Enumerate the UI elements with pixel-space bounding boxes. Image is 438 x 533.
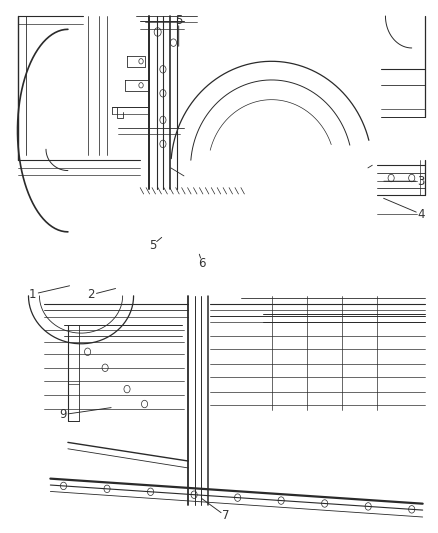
Text: 5: 5: [149, 239, 156, 252]
Text: 7: 7: [222, 510, 230, 522]
Text: 3: 3: [418, 175, 425, 188]
Text: 4: 4: [417, 208, 425, 221]
Text: 5: 5: [175, 14, 182, 27]
FancyBboxPatch shape: [9, 8, 429, 285]
Text: 6: 6: [198, 257, 206, 270]
Text: 2: 2: [87, 288, 95, 301]
FancyBboxPatch shape: [44, 294, 425, 512]
Text: 9: 9: [59, 408, 67, 421]
Text: 1: 1: [29, 288, 37, 301]
